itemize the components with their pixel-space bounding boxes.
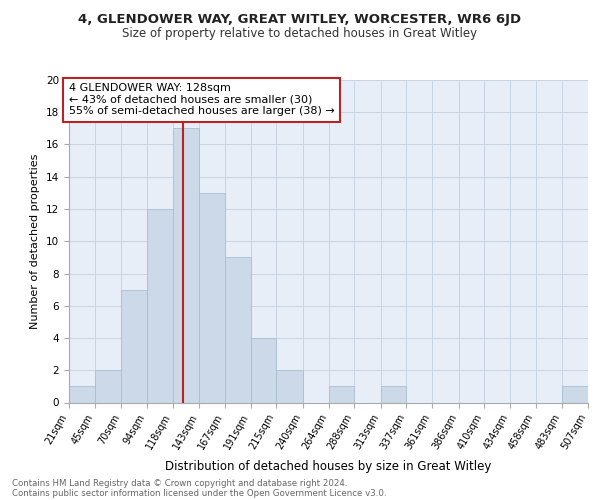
- Bar: [173, 128, 199, 402]
- Text: 4 GLENDOWER WAY: 128sqm
← 43% of detached houses are smaller (30)
55% of semi-de: 4 GLENDOWER WAY: 128sqm ← 43% of detache…: [69, 83, 335, 116]
- X-axis label: Distribution of detached houses by size in Great Witley: Distribution of detached houses by size …: [166, 460, 491, 472]
- Bar: [121, 290, 147, 403]
- Bar: [251, 338, 276, 402]
- Bar: [69, 386, 95, 402]
- Bar: [381, 386, 406, 402]
- Text: Contains HM Land Registry data © Crown copyright and database right 2024.: Contains HM Land Registry data © Crown c…: [12, 478, 347, 488]
- Bar: [562, 386, 588, 402]
- Text: 4, GLENDOWER WAY, GREAT WITLEY, WORCESTER, WR6 6JD: 4, GLENDOWER WAY, GREAT WITLEY, WORCESTE…: [79, 12, 521, 26]
- Bar: [276, 370, 303, 402]
- Bar: [329, 386, 354, 402]
- Text: Contains public sector information licensed under the Open Government Licence v3: Contains public sector information licen…: [12, 488, 386, 498]
- Bar: [147, 209, 173, 402]
- Y-axis label: Number of detached properties: Number of detached properties: [31, 154, 40, 329]
- Bar: [199, 193, 225, 402]
- Bar: [225, 258, 251, 402]
- Text: Size of property relative to detached houses in Great Witley: Size of property relative to detached ho…: [122, 28, 478, 40]
- Bar: [95, 370, 121, 402]
